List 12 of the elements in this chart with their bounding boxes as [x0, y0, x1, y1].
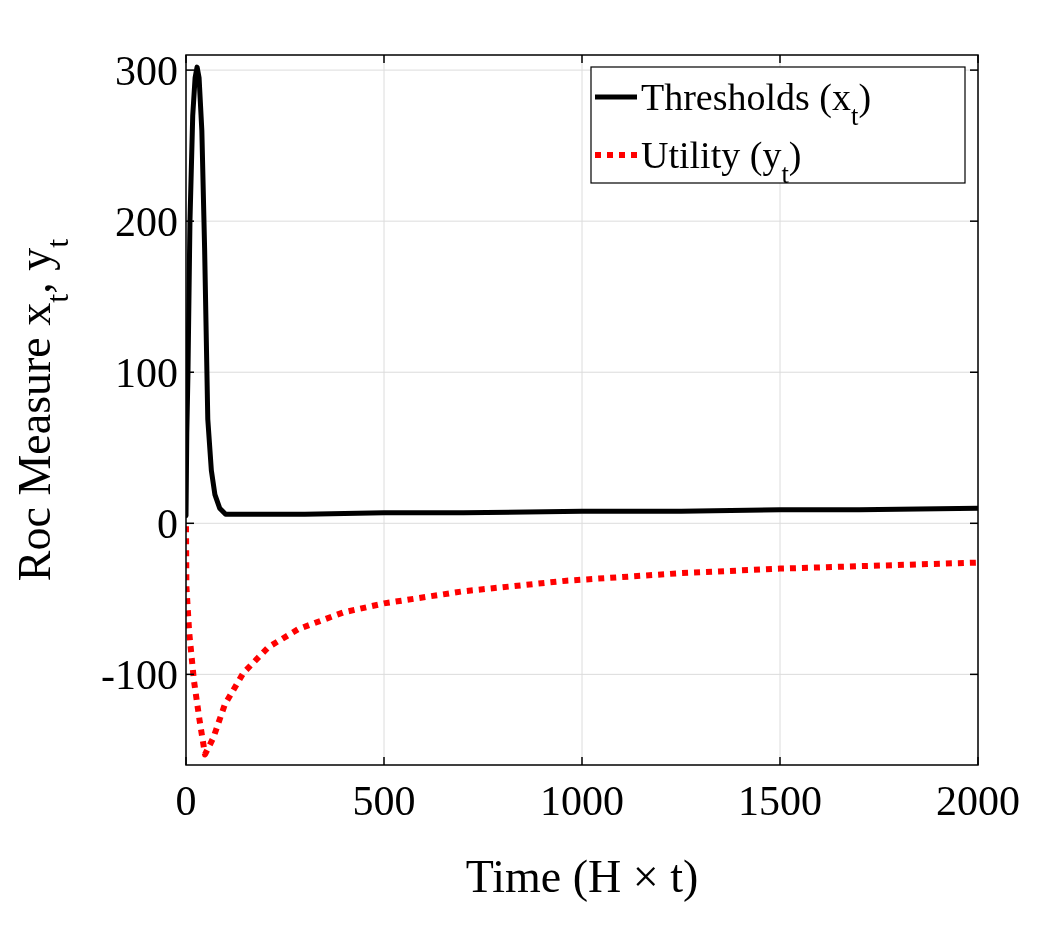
x-tick-label: 1500	[738, 778, 822, 824]
y-tick-label: 0	[157, 501, 178, 547]
legend-label: Thresholds (x$_{t}$)	[641, 76, 872, 132]
y-tick-label: -100	[101, 652, 178, 699]
y-tick-label: 200	[115, 198, 178, 245]
x-axis-title: Time (H × t)	[465, 851, 699, 902]
legend-label: Utility (y$_{t}$)	[641, 134, 802, 190]
y-tick-label: 300	[115, 47, 178, 94]
x-tick-label: 500	[352, 778, 416, 824]
x-tick-label: 2000	[936, 778, 1020, 824]
x-tick-label: 1000	[540, 778, 624, 824]
y-tick-label: 100	[115, 349, 178, 396]
